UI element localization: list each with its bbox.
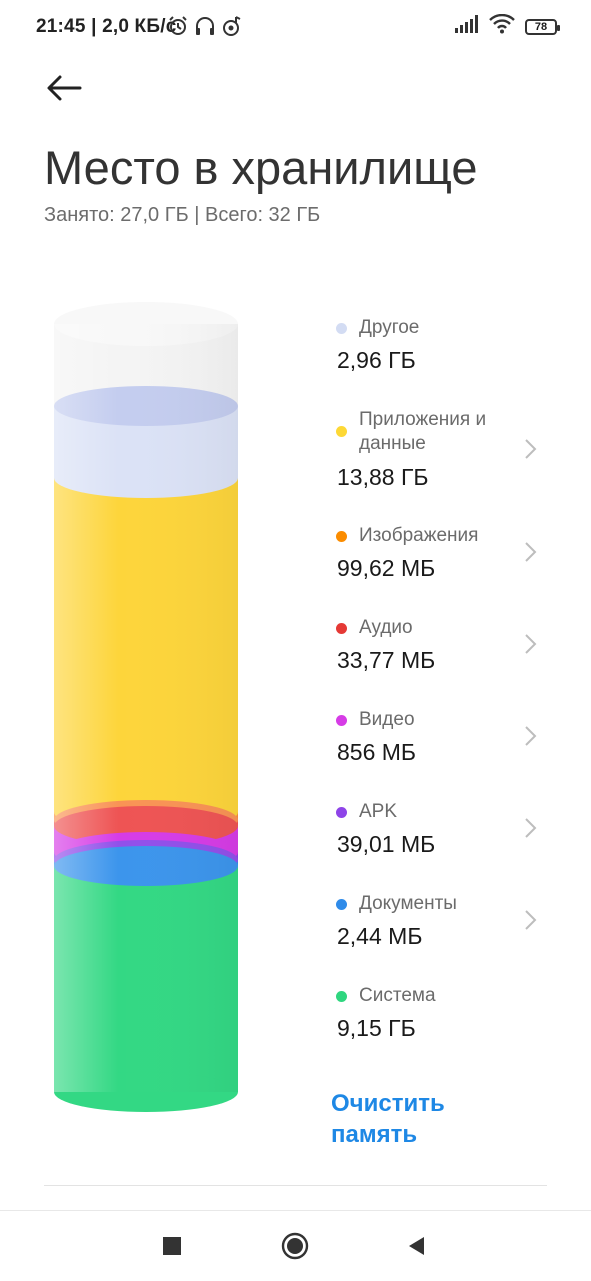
recents-button[interactable] — [157, 1231, 187, 1261]
legend-dot-video — [336, 715, 347, 726]
circle-icon — [281, 1232, 309, 1260]
status-icons-right: 78 — [455, 13, 560, 39]
cylinder-sheen — [54, 324, 238, 1092]
square-icon — [163, 1237, 181, 1255]
status-icons-left — [168, 15, 242, 42]
legend-label: Аудио — [359, 617, 413, 638]
legend-dot-system — [336, 991, 347, 1002]
legend-label: Система — [359, 985, 436, 1006]
chevron-right-icon — [525, 542, 537, 562]
chevron-right-icon — [525, 726, 537, 746]
page-title: Место в хранилище — [44, 141, 478, 194]
home-button[interactable] — [280, 1231, 310, 1261]
legend-dot-apps — [336, 426, 347, 437]
legend-label: APK — [359, 801, 398, 822]
legend-dot-documents — [336, 899, 347, 910]
legend-value: 33,77 МБ — [337, 647, 436, 673]
back-nav-button[interactable] — [401, 1231, 431, 1261]
legend-label: Приложения и данные — [359, 409, 487, 454]
legend-value: 13,88 ГБ — [337, 464, 429, 490]
back-button[interactable] — [40, 66, 90, 110]
headphones-icon — [194, 15, 216, 42]
clean-memory-button[interactable]: Очистить память — [331, 1090, 445, 1148]
legend-value: 2,44 МБ — [337, 923, 423, 949]
battery-icon: 78 — [525, 18, 560, 35]
legend-dot-audio — [336, 623, 347, 634]
status-time-speed: 21:45 | 2,0 КБ/с — [36, 16, 177, 37]
chevron-right-icon — [525, 634, 537, 654]
legend-label: Документы — [359, 893, 457, 914]
triangle-back-icon — [409, 1237, 424, 1255]
legend-label: Изображения — [359, 525, 479, 546]
legend-label: Видео — [359, 709, 415, 730]
storage-cylinder-chart — [54, 302, 238, 1112]
legend-value: 9,15 ГБ — [337, 1015, 416, 1041]
legend-value: 2,96 ГБ — [337, 347, 416, 373]
legend-value: 99,62 МБ — [337, 555, 436, 581]
arrow-left-icon — [47, 75, 82, 101]
legend-dot-apk — [336, 807, 347, 818]
system-nav-bar — [0, 1210, 591, 1281]
storage-summary: Занято: 27,0 ГБ | Всего: 32 ГБ — [44, 204, 321, 226]
divider — [44, 1185, 547, 1186]
legend-label: Другое — [359, 317, 420, 338]
music-app-icon — [222, 15, 242, 42]
legend-dot-images — [336, 531, 347, 542]
legend-value: 856 МБ — [337, 739, 417, 765]
chevron-right-icon — [525, 910, 537, 930]
chevron-right-icon — [525, 818, 537, 838]
status-bar: 21:45 | 2,0 КБ/с 78 — [0, 0, 591, 56]
signal-icon — [455, 15, 479, 38]
legend-value: 39,01 МБ — [337, 831, 436, 857]
wifi-icon — [489, 13, 515, 39]
legend-dot-other — [336, 323, 347, 334]
chevron-right-icon — [525, 439, 537, 459]
alarm-icon — [168, 15, 188, 42]
